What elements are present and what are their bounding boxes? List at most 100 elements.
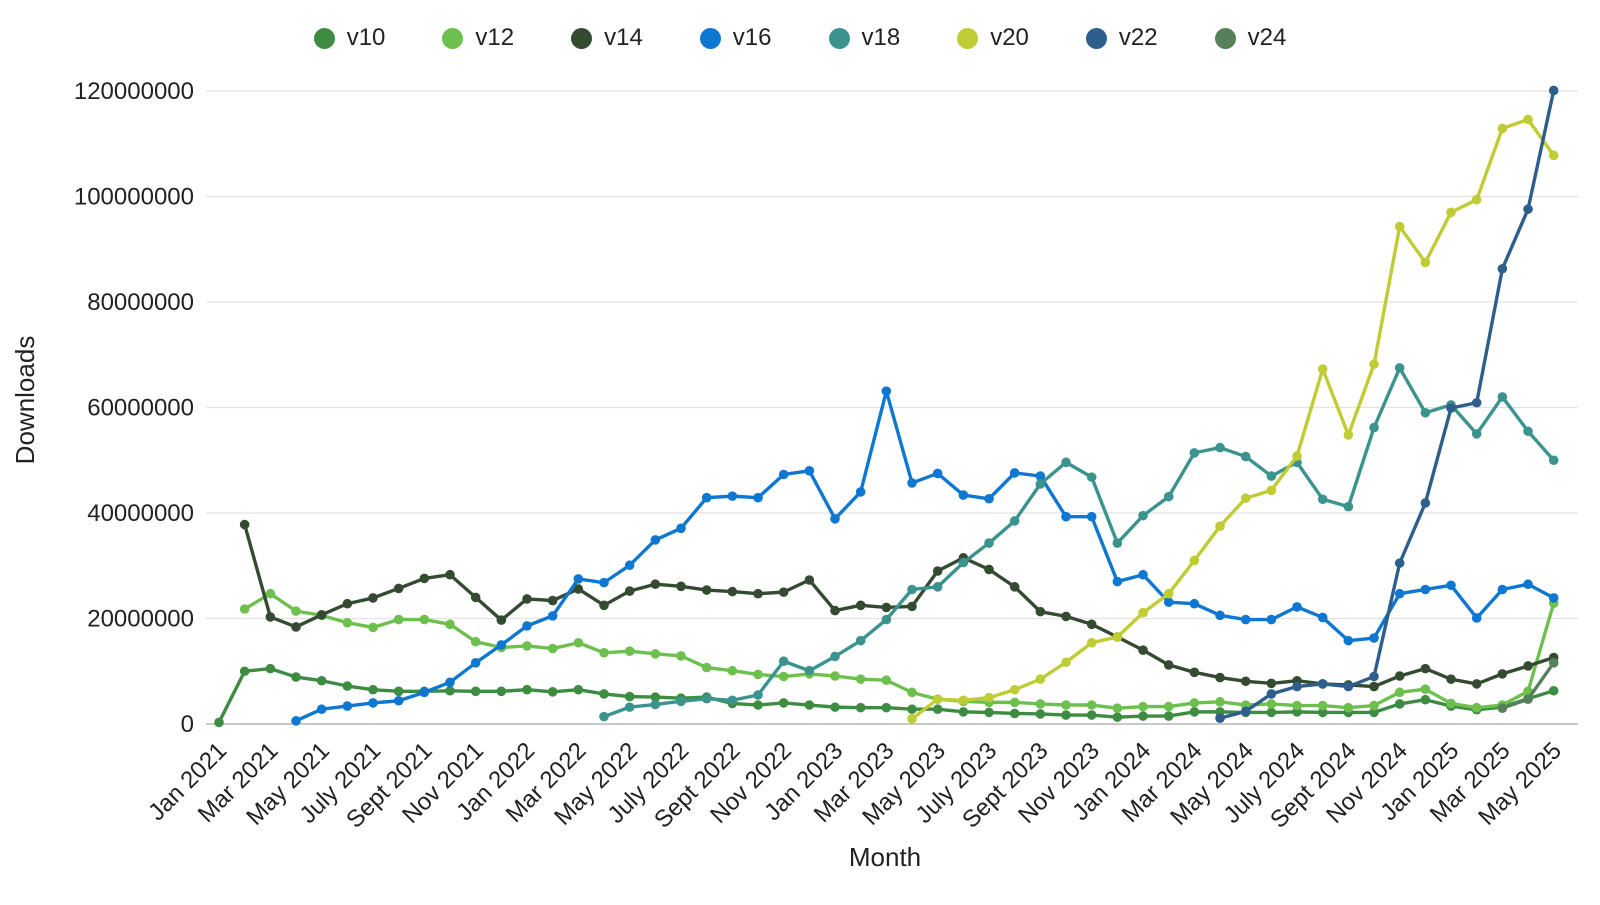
data-point-v12 — [1420, 684, 1431, 694]
data-point-v14 — [855, 600, 866, 611]
data-point-v22 — [1446, 403, 1456, 413]
data-point-v20 — [1009, 684, 1020, 695]
data-point-v20 — [1523, 114, 1533, 125]
data-point-v14 — [496, 615, 507, 625]
data-point-v10 — [496, 686, 507, 697]
data-point-v16 — [804, 466, 815, 476]
data-point-v18 — [1061, 457, 1071, 468]
data-point-v16 — [753, 492, 763, 503]
data-point-v20 — [1369, 359, 1379, 370]
data-point-v12 — [1086, 700, 1097, 710]
data-point-v18 — [1369, 422, 1379, 433]
data-point-v18 — [1317, 494, 1328, 505]
data-point-v16 — [855, 487, 866, 497]
data-point-v16 — [1369, 633, 1379, 643]
data-point-v18 — [650, 699, 661, 710]
data-point-v10 — [984, 707, 994, 718]
y-tick-label: 60000000 — [87, 395, 194, 422]
data-point-v16 — [291, 716, 301, 726]
data-point-v14 — [1009, 582, 1020, 592]
data-point-v14 — [1189, 667, 1200, 678]
data-point-v12 — [624, 646, 635, 657]
legend-item-v10[interactable]: v10 — [313, 24, 385, 52]
data-point-v20 — [1163, 588, 1174, 599]
legend-item-v18[interactable]: v18 — [828, 24, 900, 52]
data-point-v16 — [1343, 635, 1354, 646]
data-point-v18 — [984, 538, 994, 548]
data-point-v10 — [624, 691, 635, 702]
data-point-v16 — [316, 704, 327, 715]
data-point-v10 — [1394, 699, 1405, 709]
y-axis-title: Downloads — [10, 336, 40, 465]
legend-label-v24: v24 — [1247, 24, 1287, 51]
data-point-v12 — [1061, 700, 1071, 710]
legend-item-v16[interactable]: v16 — [699, 24, 772, 52]
data-point-v14 — [907, 601, 917, 612]
data-point-v16 — [830, 514, 840, 524]
data-point-v12 — [701, 662, 712, 673]
data-point-v14 — [547, 595, 558, 606]
data-point-v18 — [958, 557, 969, 568]
data-point-v14 — [1471, 679, 1482, 689]
series-line-v16 — [294, 389, 1556, 723]
data-point-v14 — [804, 575, 815, 585]
data-point-v12 — [419, 614, 430, 625]
data-point-v12 — [265, 588, 276, 599]
data-point-v12 — [1035, 699, 1046, 709]
data-point-v14 — [1446, 674, 1456, 684]
data-point-v12 — [368, 622, 378, 633]
legend-label-v14: v14 — [604, 24, 643, 51]
data-point-v18 — [1497, 392, 1508, 402]
data-point-v14 — [1523, 661, 1533, 671]
data-point-v12 — [522, 641, 532, 651]
chart-legend: v10 v12 v14 v16 v18 v20 v22 v24 — [0, 24, 1600, 52]
data-point-v10 — [1548, 685, 1559, 696]
data-point-v10 — [855, 702, 866, 713]
data-point-v20 — [932, 694, 943, 705]
data-point-v10 — [881, 702, 892, 713]
data-point-v14 — [393, 583, 404, 594]
data-point-v12 — [676, 651, 686, 661]
legend-item-v14[interactable]: v14 — [571, 24, 643, 52]
legend-item-v12[interactable]: v12 — [442, 24, 514, 52]
data-point-v18 — [1394, 363, 1405, 373]
data-point-v20 — [1266, 485, 1277, 496]
data-point-v20 — [1240, 493, 1251, 504]
data-point-v14 — [239, 519, 250, 530]
y-tick-label: 20000000 — [87, 606, 194, 633]
data-point-v14 — [650, 579, 661, 590]
data-point-v18 — [1240, 451, 1251, 462]
data-point-v16 — [599, 577, 609, 588]
data-point-v16 — [1266, 614, 1277, 625]
legend-dot-v12 — [442, 27, 464, 49]
data-point-v20 — [1061, 657, 1071, 668]
legend-item-v20[interactable]: v20 — [957, 24, 1029, 52]
legend-item-v24[interactable]: v24 — [1214, 24, 1287, 52]
data-point-v12 — [1163, 701, 1174, 712]
data-point-v24 — [1548, 658, 1559, 668]
data-point-v22 — [1292, 681, 1302, 692]
data-point-v18 — [855, 635, 866, 646]
data-point-v16 — [1497, 584, 1508, 595]
legend-item-v22[interactable]: v22 — [1085, 24, 1158, 52]
data-point-v18 — [727, 695, 738, 706]
data-point-v14 — [1369, 681, 1379, 692]
data-point-v16 — [650, 535, 661, 545]
data-point-v20 — [1446, 207, 1456, 218]
data-point-v14 — [830, 605, 840, 616]
data-point-v12 — [650, 649, 661, 659]
data-point-v16 — [445, 677, 455, 688]
data-point-v20 — [1292, 451, 1302, 461]
data-point-v10 — [1189, 707, 1200, 717]
data-point-v14 — [984, 564, 994, 575]
data-point-v18 — [881, 614, 892, 625]
data-point-v20 — [1086, 637, 1097, 648]
data-point-v16 — [932, 468, 943, 479]
data-point-v14 — [676, 581, 686, 592]
data-point-v12 — [1394, 687, 1405, 698]
data-point-v16 — [624, 560, 635, 571]
data-point-v10 — [265, 663, 276, 674]
data-point-v14 — [1035, 606, 1046, 617]
data-point-v14 — [727, 586, 738, 597]
